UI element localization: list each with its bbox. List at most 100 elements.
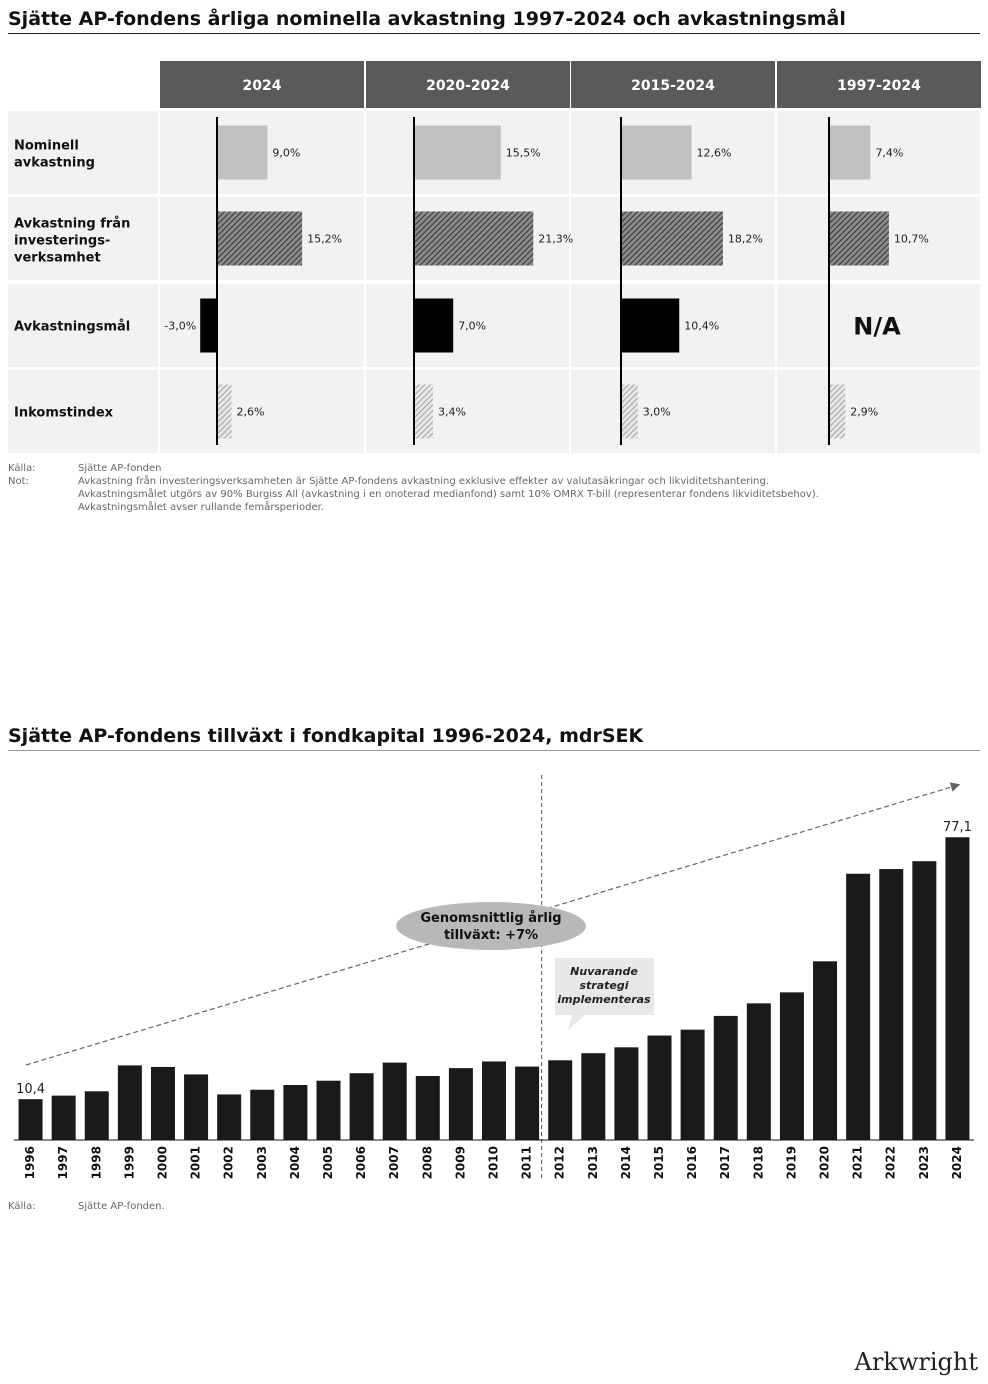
note-key: Källa: [8,463,36,474]
column-divider [364,111,366,453]
bar [150,1066,175,1140]
data-label: 2,9% [850,406,878,419]
data-label: 9,0% [272,147,300,160]
bar [217,1094,242,1140]
bar [283,1085,308,1140]
tick-label: 2004 [288,1146,302,1179]
bar [18,1099,43,1140]
bar [217,384,232,439]
trend-label-line2: tillväxt: +7% [444,928,538,943]
tick-label: 2011 [520,1146,534,1179]
tick-label: 2020 [818,1146,832,1179]
tick-label: 2012 [553,1146,567,1179]
tick-label: 2001 [189,1146,203,1179]
row-label: Avkastningsmål [14,320,130,335]
tick-label: 1997 [56,1146,70,1179]
bar [51,1095,76,1140]
data-label: 12,6% [697,147,732,160]
column-header-bg [777,61,981,108]
bar [581,1053,606,1140]
row-label: Nominell avkastning [14,139,95,171]
bar [184,1074,209,1140]
data-label: -3,0% [164,320,196,333]
bar [515,1066,540,1140]
data-label: 3,0% [643,406,671,419]
bar [414,125,501,180]
title-rule [8,750,980,751]
bar [448,1068,473,1140]
bar [779,992,804,1140]
table-chart-title: Sjätte AP-fondens årliga nominella avkas… [8,8,846,30]
data-label: 18,2% [728,233,763,246]
bar [621,298,680,353]
note-text: Avkastningsmålet utgörs av 90% Burgiss A… [78,489,819,500]
bar [621,211,723,266]
callout-text: implementeras [557,993,651,1006]
data-label: 7,4% [875,147,903,160]
column-header-bg [366,61,570,108]
column-header-bg [571,61,775,108]
tick-label: 2024 [950,1146,964,1179]
tick-label: 2007 [387,1146,401,1179]
tick-label: 2015 [652,1146,666,1179]
bar [746,1003,771,1140]
tick-label: 2019 [784,1146,798,1179]
bar [621,384,638,439]
data-label: 2,6% [237,406,265,419]
bar [846,873,871,1140]
bar [829,125,871,180]
data-label: 15,2% [307,233,342,246]
bar [621,125,692,180]
column-header: 1997-2024 [837,78,921,94]
tick-label: 2000 [155,1146,169,1179]
bar [829,211,889,266]
na-label: N/A [853,313,901,341]
title-rule [8,33,980,34]
bar [349,1073,374,1140]
tick-label: 2018 [751,1146,765,1179]
bar [117,1065,142,1140]
row-background [8,370,980,453]
bar [647,1035,672,1140]
column-header: 2020-2024 [426,78,510,94]
tick-label: 2005 [321,1146,335,1179]
bar [414,384,434,439]
bar [548,1060,573,1140]
callout-text: strategi [579,979,628,992]
bar [415,1075,440,1140]
bar [813,961,838,1140]
tick-label: 2002 [222,1146,236,1179]
tick-label: 2014 [619,1146,633,1179]
data-label: 10,7% [894,233,929,246]
bar [829,384,846,439]
column-divider [158,111,160,453]
bar [84,1091,109,1140]
note-text: Avkastning från investeringsverksamheten… [78,476,769,487]
bar [200,298,217,353]
tick-label: 2003 [255,1146,269,1179]
tick-label: 2010 [487,1146,501,1179]
column-header: 2015-2024 [631,78,715,94]
tick-label: 2006 [354,1146,368,1179]
tick-label: 2008 [420,1146,434,1179]
trend-label-line1: Genomsnittlig årlig [420,911,561,926]
tick-label: 2013 [586,1146,600,1179]
column-header-bg [160,61,364,108]
row-background [8,284,980,367]
data-label: 7,0% [458,320,486,333]
column-divider [569,111,571,453]
bar-chart-title: Sjätte AP-fondens tillväxt i fondkapital… [8,725,644,747]
trend-arrow [25,782,961,1066]
data-label: 10,4% [684,320,719,333]
tick-label: 1998 [89,1146,103,1179]
bar [879,869,904,1140]
row-label: Inkomstindex [14,406,114,421]
arkwright-logo: Arkwright [854,1348,978,1376]
tick-label: 2021 [851,1146,865,1179]
bar [316,1080,341,1140]
bar [614,1047,639,1140]
note-text: Avkastningsmålet avser rullande femårspe… [78,502,325,513]
bar [680,1029,705,1140]
tick-label: 2022 [884,1146,898,1179]
tick-label: 2009 [453,1146,467,1179]
